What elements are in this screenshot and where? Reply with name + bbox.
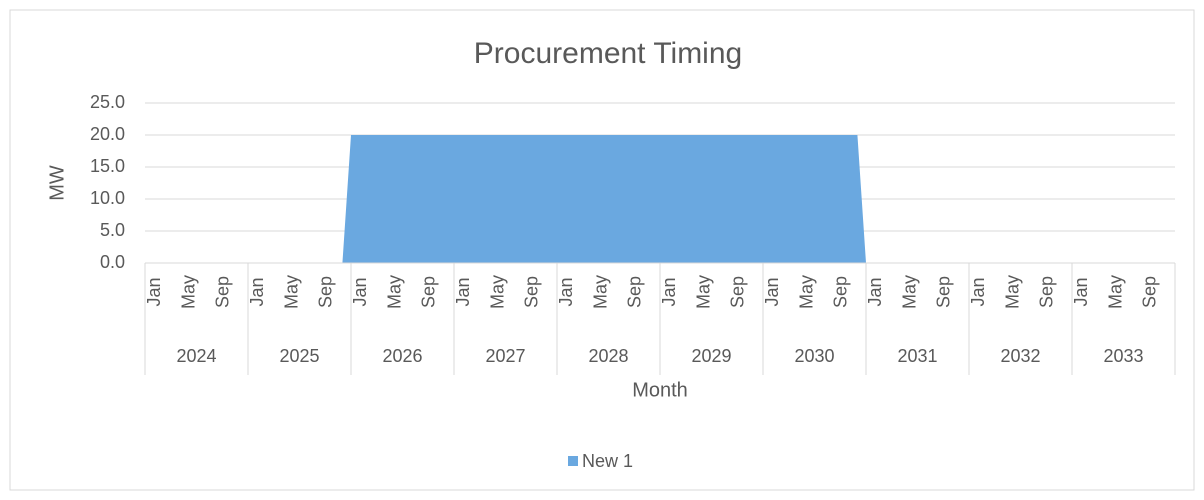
y-tick-label: 25.0	[90, 92, 125, 112]
x-tick-label: Sep	[1037, 276, 1057, 308]
x-tick-label: Sep	[1140, 276, 1160, 308]
x-tick-label: May	[796, 275, 816, 309]
x-tick-label: May	[178, 275, 198, 309]
y-tick-label: 5.0	[100, 220, 125, 240]
x-tick-label: Jan	[865, 277, 885, 306]
y-axis-label: MW	[46, 165, 68, 201]
y-tick-label: 10.0	[90, 188, 125, 208]
year-label: 2026	[382, 346, 422, 366]
area	[145, 135, 1167, 263]
year-label: 2033	[1103, 346, 1143, 366]
y-tick-label: 20.0	[90, 124, 125, 144]
legend-label: New 1	[582, 451, 633, 471]
x-tick-label: Jan	[556, 277, 576, 306]
x-tick-label: Sep	[934, 276, 954, 308]
x-tick-label: May	[693, 275, 713, 309]
x-tick-label: Sep	[831, 276, 851, 308]
x-tick-label: May	[1002, 275, 1022, 309]
x-tick-label: May	[384, 275, 404, 309]
x-tick-label: May	[487, 275, 507, 309]
year-label: 2027	[485, 346, 525, 366]
x-tick-label: Jan	[453, 277, 473, 306]
x-tick-label: Sep	[625, 276, 645, 308]
x-tick-label: Jan	[968, 277, 988, 306]
x-tick-label: Jan	[762, 277, 782, 306]
x-tick-label: May	[1105, 275, 1125, 309]
x-tick-label: Jan	[144, 277, 164, 306]
year-label: 2028	[588, 346, 628, 366]
year-label: 2031	[897, 346, 937, 366]
x-tick-label: Sep	[419, 276, 439, 308]
year-label: 2030	[794, 346, 834, 366]
x-axis-label: Month	[632, 379, 688, 401]
x-tick-label: Jan	[247, 277, 267, 306]
x-tick-label: Sep	[213, 276, 233, 308]
x-tick-label: Jan	[350, 277, 370, 306]
x-tick-label: May	[590, 275, 610, 309]
chart-title: Procurement Timing	[474, 37, 742, 70]
legend-swatch	[568, 456, 578, 466]
x-tick-label: Jan	[1071, 277, 1091, 306]
x-tick-label: Sep	[316, 276, 336, 308]
year-label: 2029	[691, 346, 731, 366]
year-label: 2025	[279, 346, 319, 366]
year-label: 2024	[176, 346, 216, 366]
x-tick-label: May	[281, 275, 301, 309]
x-tick-label: Sep	[728, 276, 748, 308]
y-tick-label: 0.0	[100, 252, 125, 272]
x-tick-label: Jan	[659, 277, 679, 306]
y-tick-label: 15.0	[90, 156, 125, 176]
x-tick-label: May	[899, 275, 919, 309]
x-tick-label: Sep	[522, 276, 542, 308]
year-label: 2032	[1000, 346, 1040, 366]
